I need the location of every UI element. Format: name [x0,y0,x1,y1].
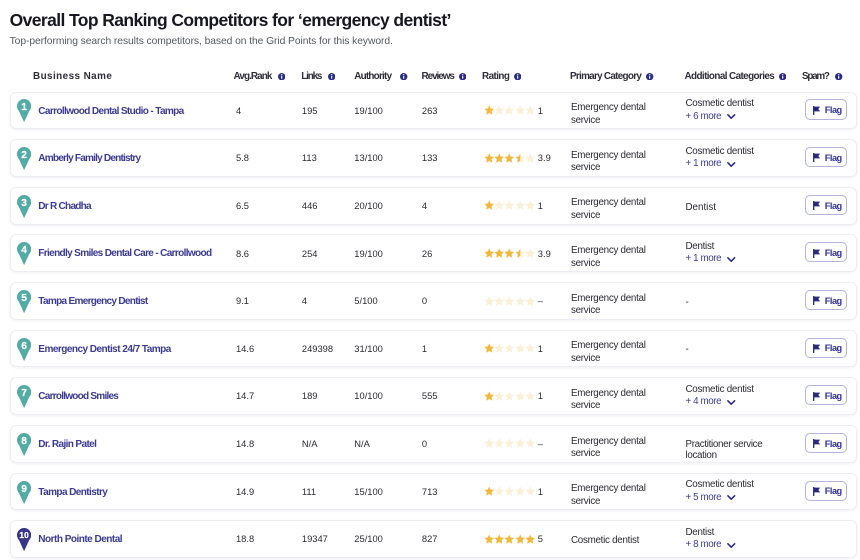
svg-text:1: 1 [21,102,27,113]
svg-text:7: 7 [21,388,27,399]
svg-text:10: 10 [20,530,30,540]
svg-text:2: 2 [21,150,27,161]
svg-text:3: 3 [21,198,27,209]
svg-text:5: 5 [21,293,27,304]
svg-text:6: 6 [21,341,27,352]
svg-text:9: 9 [21,483,27,494]
svg-text:4: 4 [21,245,27,256]
svg-text:8: 8 [21,436,27,447]
